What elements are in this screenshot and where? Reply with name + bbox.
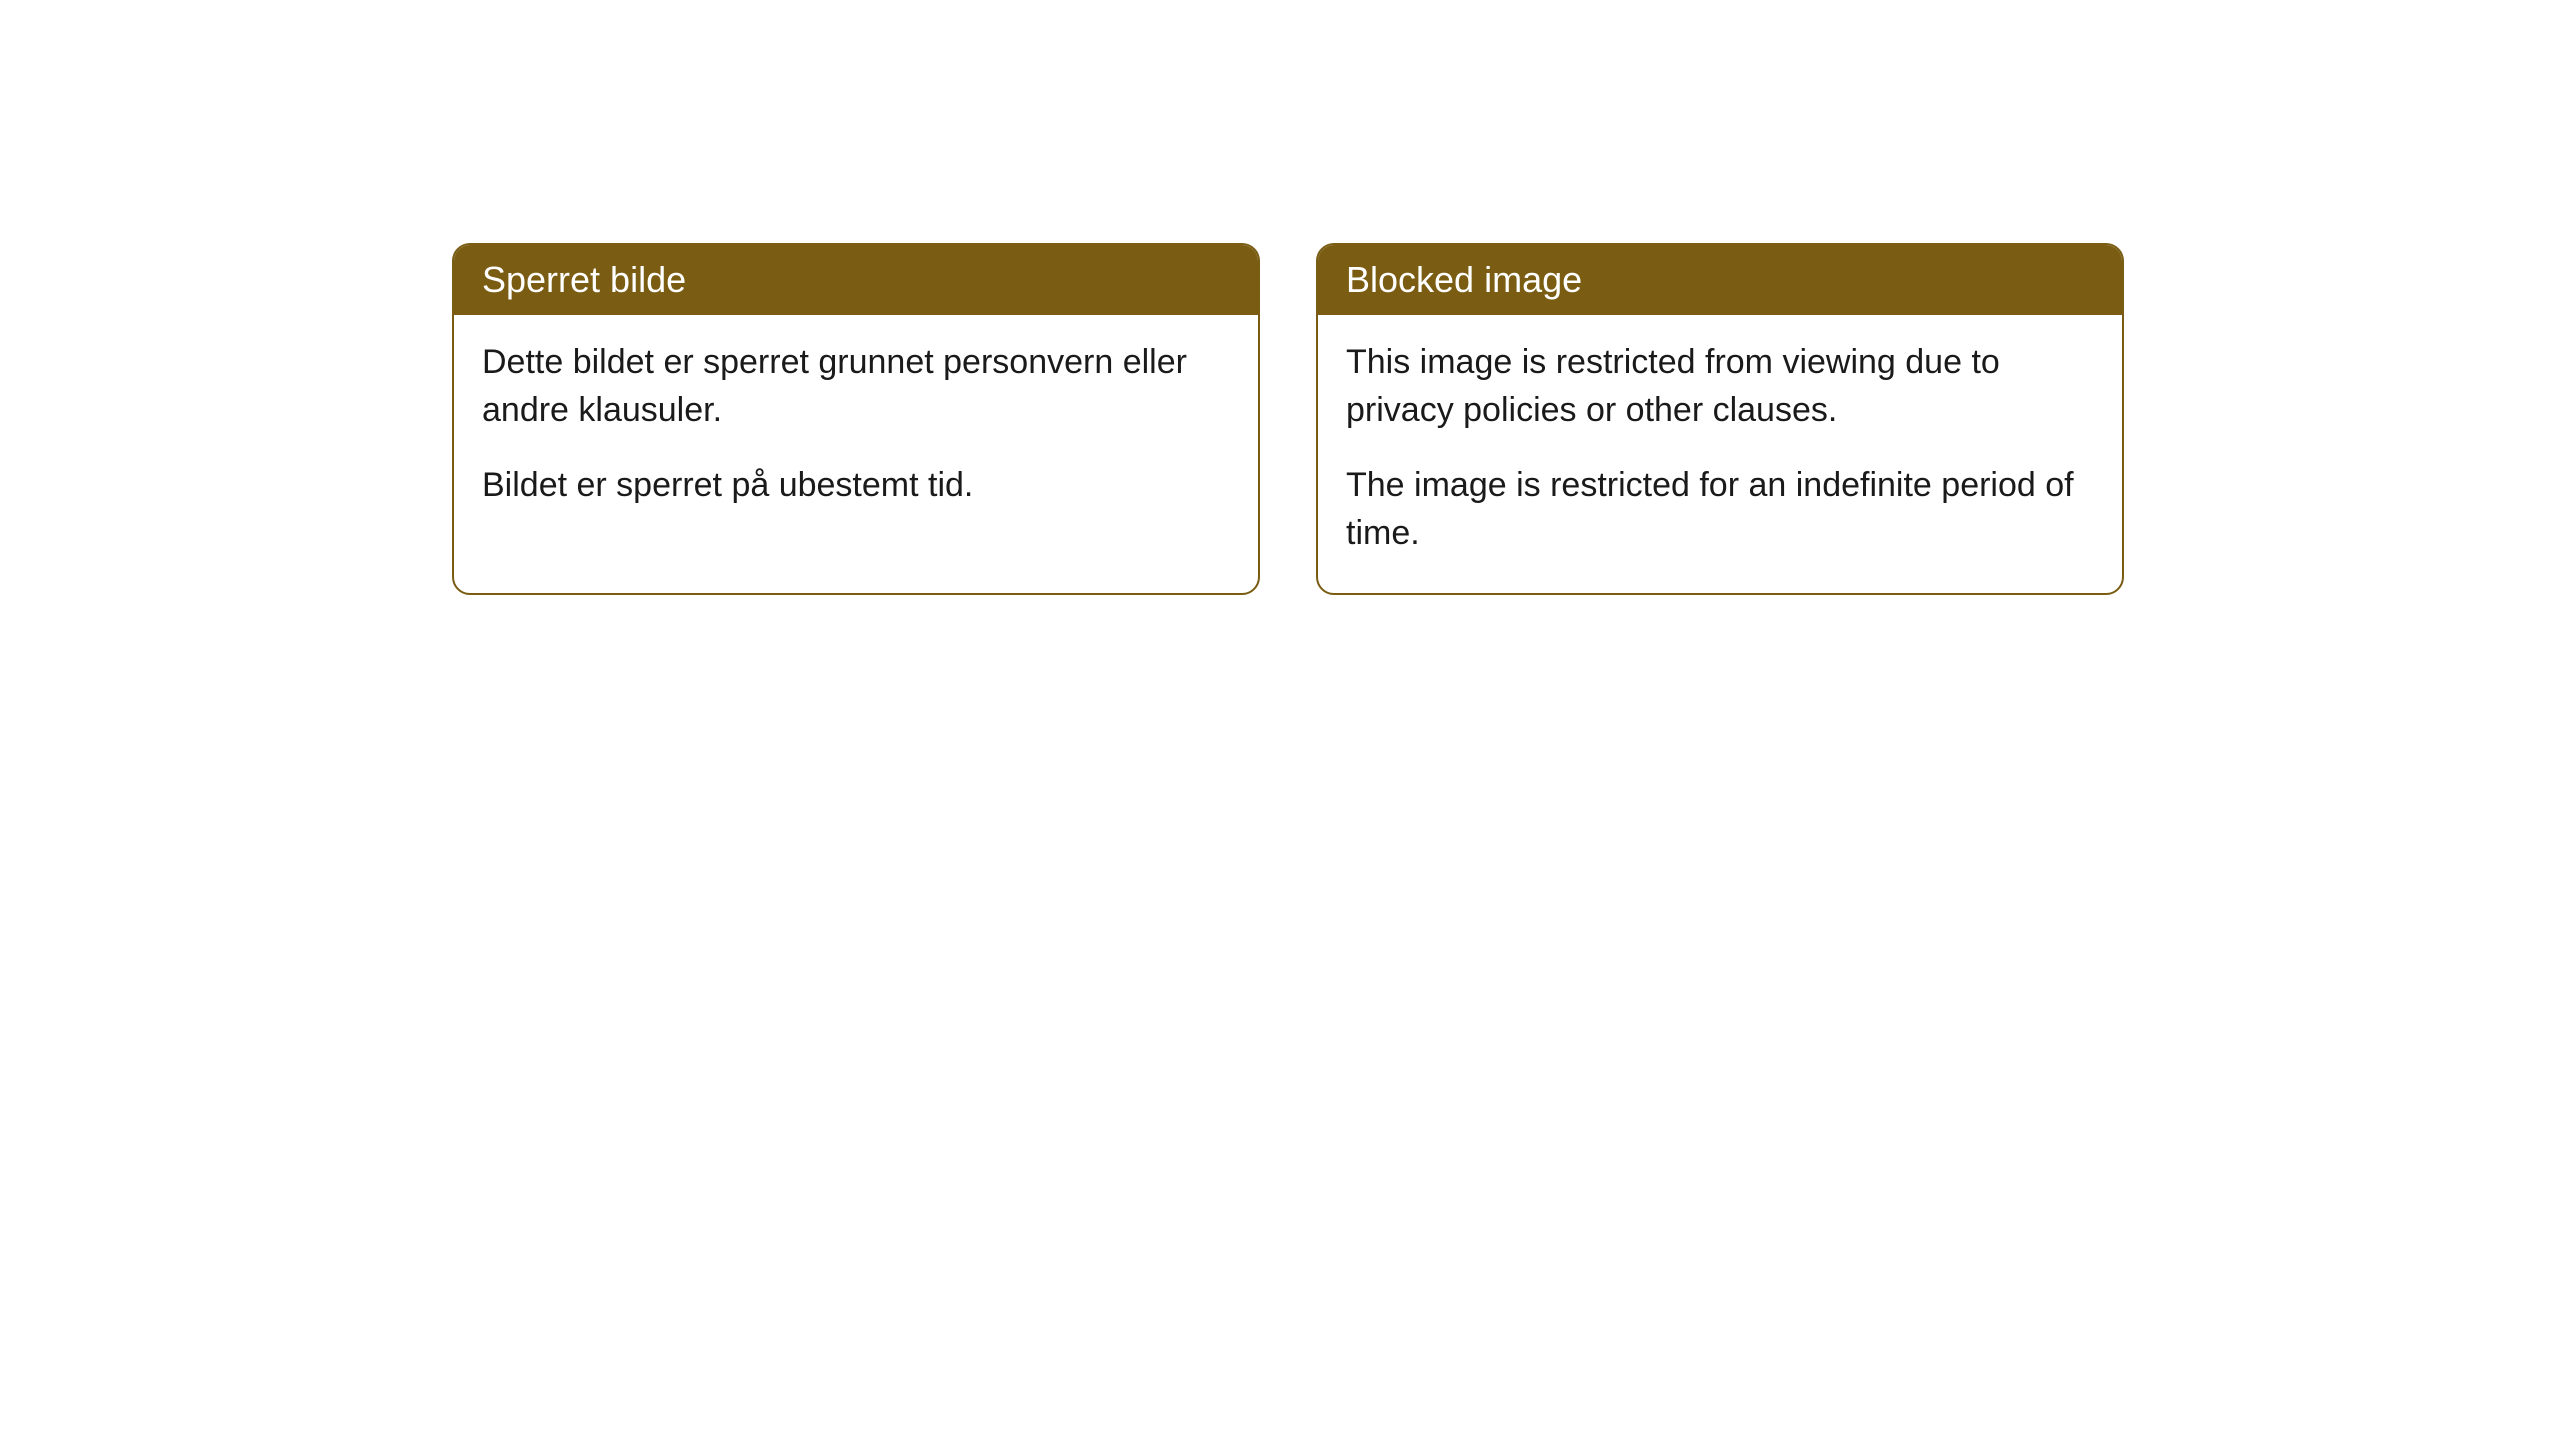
card-text-english-2: The image is restricted for an indefinit… [1346, 462, 2094, 557]
blocked-image-card-norwegian: Sperret bilde Dette bildet er sperret gr… [452, 243, 1260, 595]
card-text-norwegian-1: Dette bildet er sperret grunnet personve… [482, 339, 1230, 434]
card-header-norwegian: Sperret bilde [454, 245, 1258, 315]
blocked-image-card-english: Blocked image This image is restricted f… [1316, 243, 2124, 595]
card-text-norwegian-2: Bildet er sperret på ubestemt tid. [482, 462, 1230, 510]
card-body-english: This image is restricted from viewing du… [1318, 315, 2122, 593]
card-body-norwegian: Dette bildet er sperret grunnet personve… [454, 315, 1258, 546]
card-header-english: Blocked image [1318, 245, 2122, 315]
cards-container: Sperret bilde Dette bildet er sperret gr… [452, 243, 2124, 595]
card-text-english-1: This image is restricted from viewing du… [1346, 339, 2094, 434]
